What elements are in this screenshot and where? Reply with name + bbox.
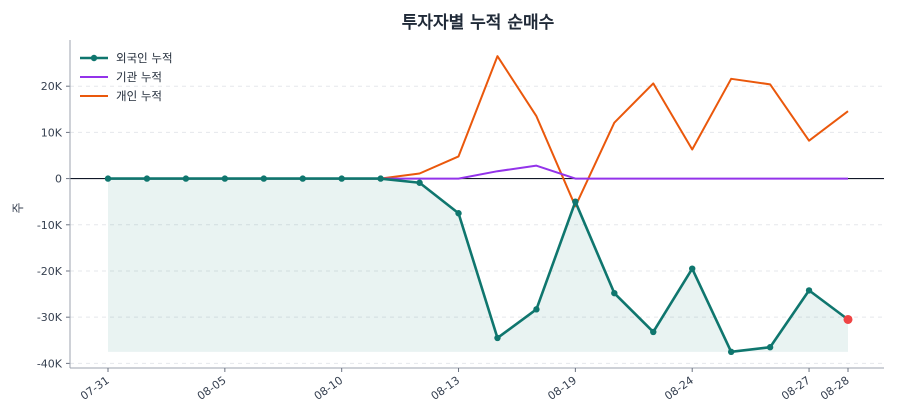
x-tick-label: 08-27 <box>779 374 813 403</box>
data-point <box>182 175 190 182</box>
x-tick-label: 08-19 <box>545 374 579 403</box>
x-tick-label: 07-31 <box>78 374 112 403</box>
fill-layer <box>108 178 848 352</box>
legend-marker <box>90 54 98 62</box>
y-tick-label: 0 <box>55 173 62 186</box>
x-tick-label: 08-28 <box>818 374 852 403</box>
y-tick-label: 10K <box>41 126 63 139</box>
data-point <box>494 334 501 342</box>
data-point <box>143 175 151 182</box>
legend-label: 외국인 누적 <box>116 51 173 65</box>
series-line <box>108 164 848 180</box>
y-tick-label: -10K <box>37 219 63 232</box>
data-point <box>221 175 229 182</box>
x-tick-label: 08-05 <box>195 374 229 403</box>
x-tick-label: 08-10 <box>312 374 346 403</box>
data-point <box>611 289 618 297</box>
data-point <box>805 287 813 294</box>
data-point <box>766 344 774 351</box>
chart-title: 투자자별 누적 순매수 <box>402 13 555 33</box>
y-tick-label: -30K <box>37 311 63 324</box>
data-point <box>299 175 306 182</box>
x-tick-label: 08-24 <box>662 374 696 403</box>
data-point <box>377 175 384 182</box>
data-point <box>104 175 112 182</box>
legend-label: 개인 누적 <box>116 89 162 103</box>
data-point <box>533 306 540 313</box>
y-tick-label: -20K <box>37 265 63 278</box>
data-point <box>650 328 657 336</box>
last-data-point <box>843 314 853 324</box>
y-tick-label: 20K <box>41 80 63 93</box>
x-tick-label: 08-13 <box>429 374 463 403</box>
data-point <box>689 265 696 272</box>
y-tick-label: -40K <box>37 357 63 370</box>
data-point <box>260 175 267 182</box>
data-point <box>572 198 579 205</box>
data-point <box>338 175 345 182</box>
data-point <box>416 179 423 186</box>
series-layer <box>104 55 853 356</box>
series-fill-area <box>108 178 848 352</box>
series-line <box>108 177 849 354</box>
y-axis-label: 주 <box>11 202 25 213</box>
data-point <box>455 210 462 217</box>
legend-label: 기관 누적 <box>116 70 162 84</box>
data-point <box>727 348 735 356</box>
